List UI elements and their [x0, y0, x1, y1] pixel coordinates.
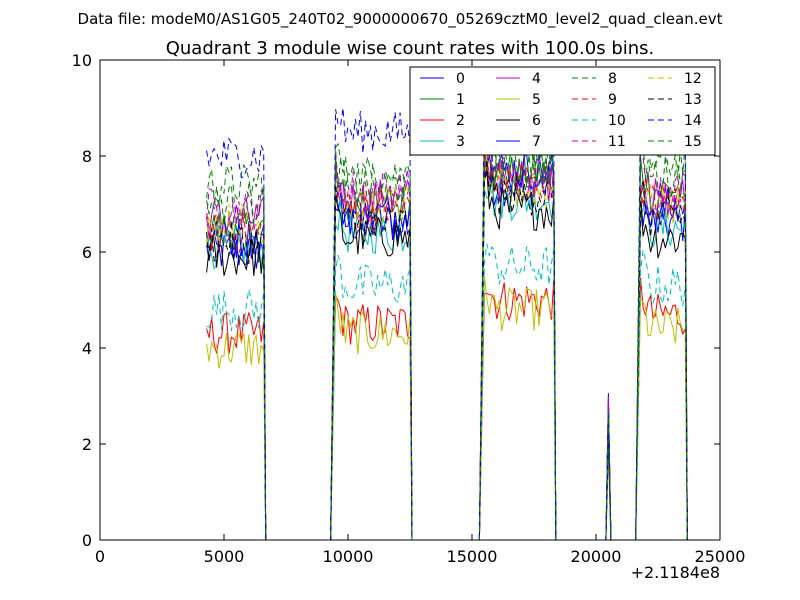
- x-tick-label: 10000: [323, 547, 374, 566]
- series-line-9: [206, 153, 688, 541]
- legend-label-13: 13: [684, 92, 702, 108]
- legend-label-3: 3: [456, 134, 465, 150]
- y-tick-label: 10: [72, 51, 92, 70]
- x-tick-label: 0: [95, 547, 105, 566]
- legend-label-6: 6: [532, 113, 541, 129]
- legend-label-11: 11: [608, 134, 626, 150]
- series-line-10: [206, 243, 688, 541]
- x-offset-label: +2.1184e8: [631, 563, 720, 582]
- legend-label-10: 10: [608, 113, 626, 129]
- legend-label-14: 14: [684, 113, 702, 129]
- y-tick-label: 6: [82, 243, 92, 262]
- x-tick-label: 5000: [204, 547, 245, 566]
- legend-label-1: 1: [456, 92, 465, 108]
- y-tick-label: 0: [82, 531, 92, 550]
- legend-label-4: 4: [532, 71, 541, 87]
- x-tick-label: 25000: [695, 547, 746, 566]
- legend-label-7: 7: [532, 134, 541, 150]
- legend-label-9: 9: [608, 92, 617, 108]
- chart-title: Quadrant 3 module wise count rates with …: [166, 38, 655, 59]
- legend-label-15: 15: [684, 134, 702, 150]
- series-line-11: [206, 150, 688, 541]
- data-file-label: Data file: modeM0/AS1G05_240T02_90000006…: [78, 10, 723, 29]
- legend-label-5: 5: [532, 92, 541, 108]
- legend-box: [409, 66, 716, 156]
- legend-label-12: 12: [684, 71, 702, 87]
- legend-label-8: 8: [608, 71, 617, 87]
- legend-label-0: 0: [456, 71, 465, 87]
- y-tick-label: 8: [82, 147, 92, 166]
- plot-frame: [99, 59, 721, 541]
- legend-label-2: 2: [456, 113, 465, 129]
- y-tick-label: 2: [82, 435, 92, 454]
- x-tick-label: 20000: [571, 547, 622, 566]
- y-tick-label: 4: [82, 339, 92, 358]
- x-tick-label: 15000: [447, 547, 498, 566]
